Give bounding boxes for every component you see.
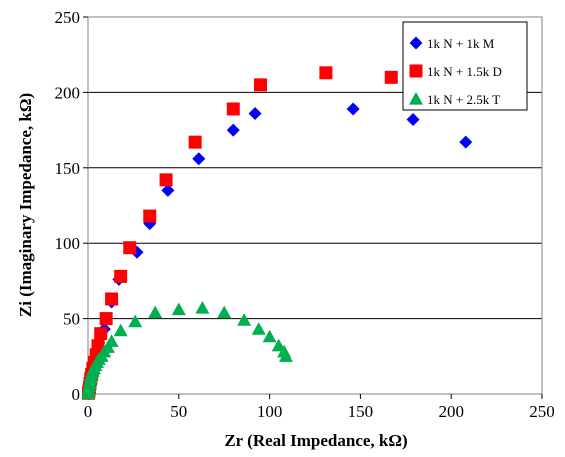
data-point-triangle (237, 313, 252, 326)
y-tick-label: 0 (72, 385, 81, 404)
data-point-square (226, 102, 240, 116)
y-tick-label: 150 (55, 159, 81, 178)
series-1 (81, 102, 473, 401)
legend-label: 1k N + 2.5k T (427, 92, 500, 107)
data-point-triangle (113, 323, 128, 337)
legend-box (402, 21, 528, 111)
data-point-triangle (148, 305, 163, 319)
x-tick-label: 200 (438, 402, 464, 421)
data-point-triangle (271, 338, 286, 352)
data-point-square (94, 327, 108, 341)
y-tick-label: 50 (63, 310, 80, 329)
legend-label: 1k N + 1.5k D (427, 64, 502, 79)
data-point-triangle (128, 314, 143, 328)
data-point-triangle (171, 302, 186, 316)
y-axis-title: Zi (Imaginary Impedance, kΩ) (16, 93, 35, 317)
x-axis: 0 50 100 150 200 250 (84, 394, 555, 421)
data-point-square (159, 173, 173, 187)
x-axis-title: Zr (Real Impedance, kΩ) (224, 431, 407, 450)
data-point-square (114, 269, 128, 283)
data-point-square (99, 312, 113, 326)
y-tick-label: 100 (55, 234, 81, 253)
data-point-square (123, 241, 137, 255)
y-tick-label: 250 (55, 8, 81, 27)
legend: 1k N + 1k M 1k N + 1.5k D 1k N + 2.5k T (402, 21, 528, 111)
data-point-square (188, 135, 202, 149)
data-point-triangle (278, 349, 293, 362)
y-tick-label: 200 (55, 83, 81, 102)
series-2 (82, 66, 398, 400)
x-tick-label: 250 (529, 402, 555, 421)
data-point-square (254, 78, 268, 92)
data-point-diamond (459, 135, 473, 149)
data-point-square (384, 70, 398, 84)
legend-marker-square (409, 64, 423, 78)
data-point-triangle (251, 322, 266, 335)
series-3 (81, 301, 293, 400)
x-tick-label: 150 (348, 402, 374, 421)
x-tick-label: 100 (257, 402, 283, 421)
x-tick-label: 0 (84, 402, 93, 421)
data-point-diamond (226, 123, 240, 137)
data-point-diamond (161, 183, 175, 197)
legend-marker-diamond (409, 36, 423, 50)
data-point-triangle (262, 329, 277, 343)
x-tick-label: 50 (170, 402, 187, 421)
data-points (81, 66, 473, 401)
data-point-triangle (195, 301, 210, 314)
data-point-square (143, 209, 157, 223)
data-point-diamond (192, 152, 206, 166)
legend-marker-triangle (409, 92, 423, 105)
data-point-square (91, 339, 105, 353)
data-point-square (319, 66, 333, 80)
data-point-diamond (406, 113, 420, 127)
y-axis: 0 50 100 150 200 250 (55, 8, 88, 404)
data-point-square (105, 292, 119, 306)
data-point-diamond (346, 102, 360, 116)
data-point-diamond (248, 107, 262, 121)
data-point-triangle (104, 334, 119, 347)
gridlines (88, 91, 542, 320)
legend-label: 1k N + 1k M (427, 36, 495, 51)
data-point-triangle (217, 305, 232, 319)
plot-area-border (87, 16, 543, 395)
